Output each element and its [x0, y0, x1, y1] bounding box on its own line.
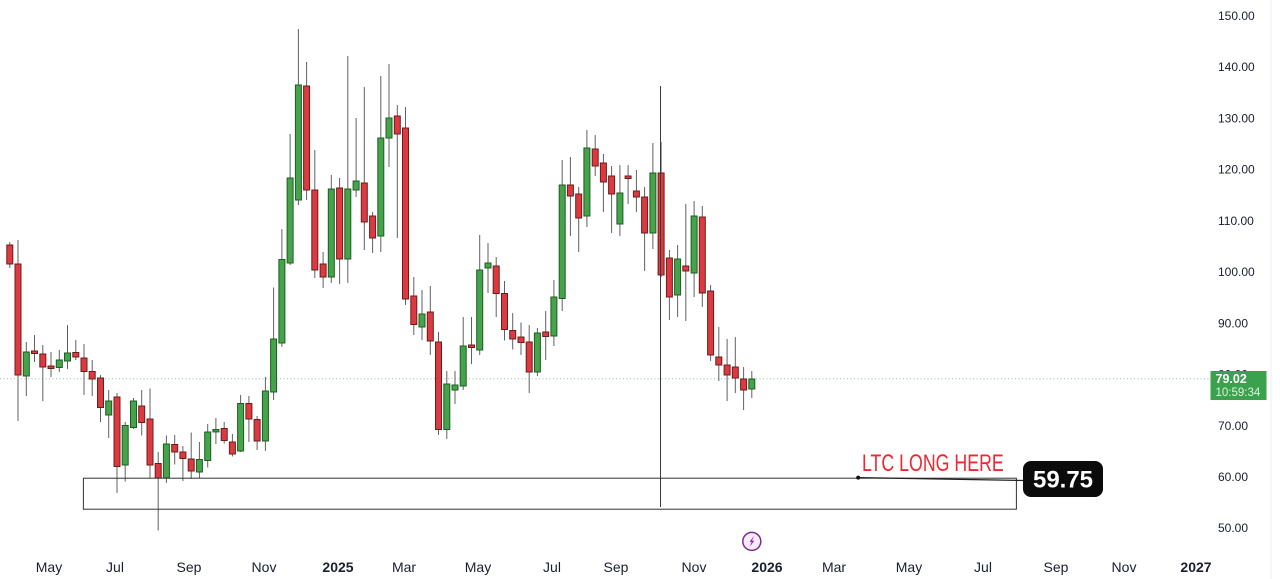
- svg-text:90.00: 90.00: [1218, 316, 1248, 330]
- svg-text:LTC LONG HERE: LTC LONG HERE: [862, 451, 1004, 477]
- svg-text:2025: 2025: [322, 559, 353, 575]
- svg-text:120.00: 120.00: [1218, 163, 1255, 177]
- svg-text:Nov: Nov: [252, 559, 277, 575]
- svg-text:Mar: Mar: [392, 559, 416, 575]
- svg-text:150.00: 150.00: [1218, 9, 1255, 23]
- svg-text:May: May: [896, 559, 922, 575]
- svg-text:59.75: 59.75: [1033, 467, 1093, 494]
- svg-text:70.00: 70.00: [1218, 419, 1248, 433]
- svg-text:2026: 2026: [751, 559, 782, 575]
- svg-text:Sep: Sep: [177, 559, 202, 575]
- svg-text:2027: 2027: [1180, 559, 1211, 575]
- svg-text:Nov: Nov: [1112, 559, 1137, 575]
- svg-text:60.00: 60.00: [1218, 470, 1248, 484]
- svg-text:Sep: Sep: [604, 559, 629, 575]
- svg-text:Sep: Sep: [1044, 559, 1069, 575]
- svg-text:Nov: Nov: [682, 559, 707, 575]
- svg-text:50.00: 50.00: [1218, 521, 1248, 535]
- svg-text:May: May: [465, 559, 491, 575]
- svg-text:Mar: Mar: [822, 559, 846, 575]
- svg-text:Jul: Jul: [543, 559, 561, 575]
- svg-text:130.00: 130.00: [1218, 111, 1255, 125]
- svg-text:110.00: 110.00: [1218, 214, 1254, 228]
- svg-text:79.02: 79.02: [1216, 372, 1247, 386]
- svg-text:Jul: Jul: [106, 559, 124, 575]
- svg-text:Jul: Jul: [974, 559, 992, 575]
- svg-text:140.00: 140.00: [1218, 60, 1255, 74]
- svg-text:10:59:34: 10:59:34: [1216, 387, 1261, 399]
- svg-text:100.00: 100.00: [1218, 265, 1255, 279]
- svg-text:May: May: [36, 559, 62, 575]
